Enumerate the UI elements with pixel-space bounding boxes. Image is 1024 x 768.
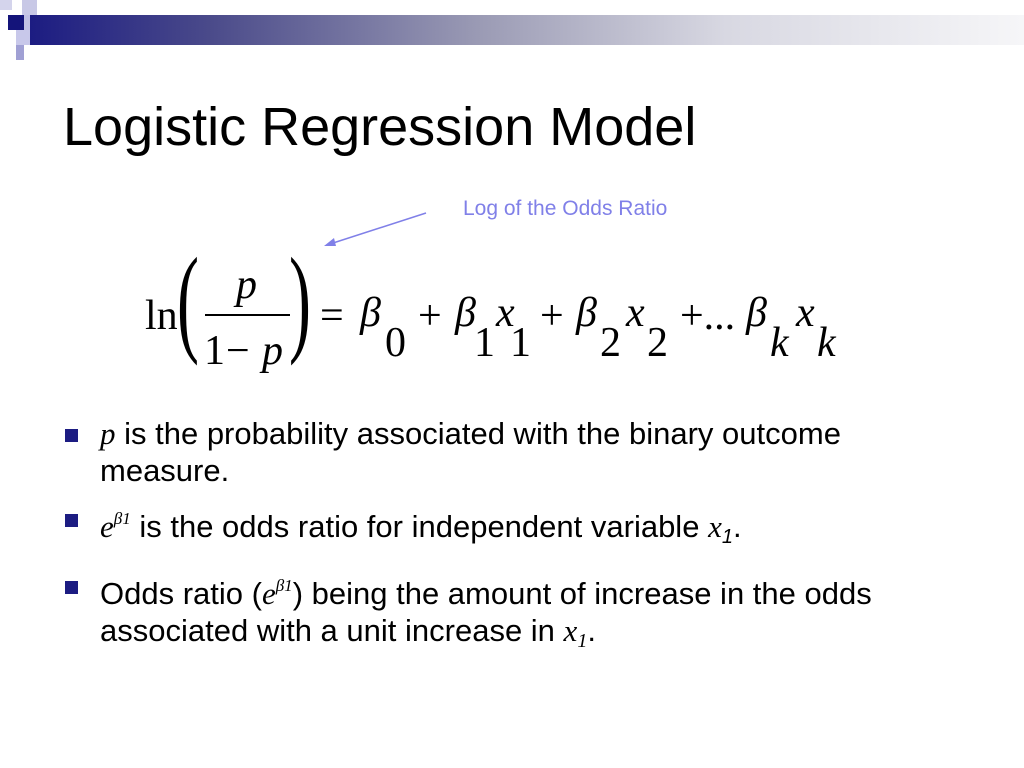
var-e: e [100, 509, 114, 544]
eq-sub: 2 [647, 320, 668, 366]
eq-den-one: 1 [204, 328, 225, 374]
eq-den-minus: − [226, 328, 250, 374]
eq-beta: β [455, 290, 476, 336]
eq-plus: + [418, 293, 442, 339]
eq-x: x [796, 290, 815, 336]
superscript: β1 [113, 509, 131, 528]
var-p: p [100, 416, 116, 451]
bullet-item: Odds ratio (eβ1) being the amount of inc… [65, 567, 965, 660]
eq-sub: k [817, 320, 836, 366]
eq-beta: β [746, 290, 767, 336]
decor-square [8, 15, 24, 30]
eq-x: x [496, 290, 515, 336]
eq-sub: 2 [600, 320, 621, 366]
eq-ellipsis: +... [680, 293, 736, 339]
bullet-item: p is the probability associated with the… [65, 415, 965, 489]
slide-title: Logistic Regression Model [63, 97, 697, 157]
eq-sub: 0 [385, 320, 406, 366]
eq-numerator: p [236, 262, 257, 308]
bullet-list: p is the probability associated with the… [65, 415, 965, 671]
square-bullet-icon [65, 514, 78, 527]
decor-square [16, 30, 30, 45]
superscript: β1 [275, 576, 293, 595]
decor-square [0, 0, 12, 10]
bullet-text: is the odds ratio for independent variab… [130, 509, 709, 544]
bullet-text: ) being the amount of increase in the od… [100, 576, 872, 648]
subscript: 1 [577, 630, 588, 652]
eq-x: x [626, 290, 645, 336]
eq-equals: = [320, 293, 344, 339]
bullet-text: is the probability associated with the b… [100, 416, 841, 488]
eq-sub: 1 [474, 320, 495, 366]
eq-left-paren: ( [176, 233, 199, 366]
eq-den-p: p [262, 328, 283, 374]
var-x: x [563, 613, 578, 648]
decor-square [22, 0, 37, 15]
header-gradient-bar [30, 15, 1024, 45]
fraction-bar [205, 314, 290, 316]
bullet-item: eβ1 is the odds ratio for independent va… [65, 500, 965, 556]
square-bullet-icon [65, 581, 78, 594]
decor-square [16, 45, 24, 60]
var-e: e [261, 576, 276, 611]
eq-sub: 1 [510, 320, 531, 366]
var-x: x [708, 509, 722, 544]
eq-beta: β [576, 290, 597, 336]
subscript: 1 [721, 526, 733, 548]
bullet-text: Odds ratio ( [100, 576, 262, 611]
eq-ln: ln [145, 293, 178, 339]
period: . [587, 613, 596, 648]
period: . [732, 509, 742, 544]
square-bullet-icon [65, 429, 78, 442]
eq-sub: k [770, 320, 789, 366]
eq-right-paren: ) [288, 233, 311, 366]
eq-beta: β [360, 290, 381, 336]
eq-plus: + [540, 293, 564, 339]
annotation-label: Log of the Odds Ratio [463, 197, 668, 220]
